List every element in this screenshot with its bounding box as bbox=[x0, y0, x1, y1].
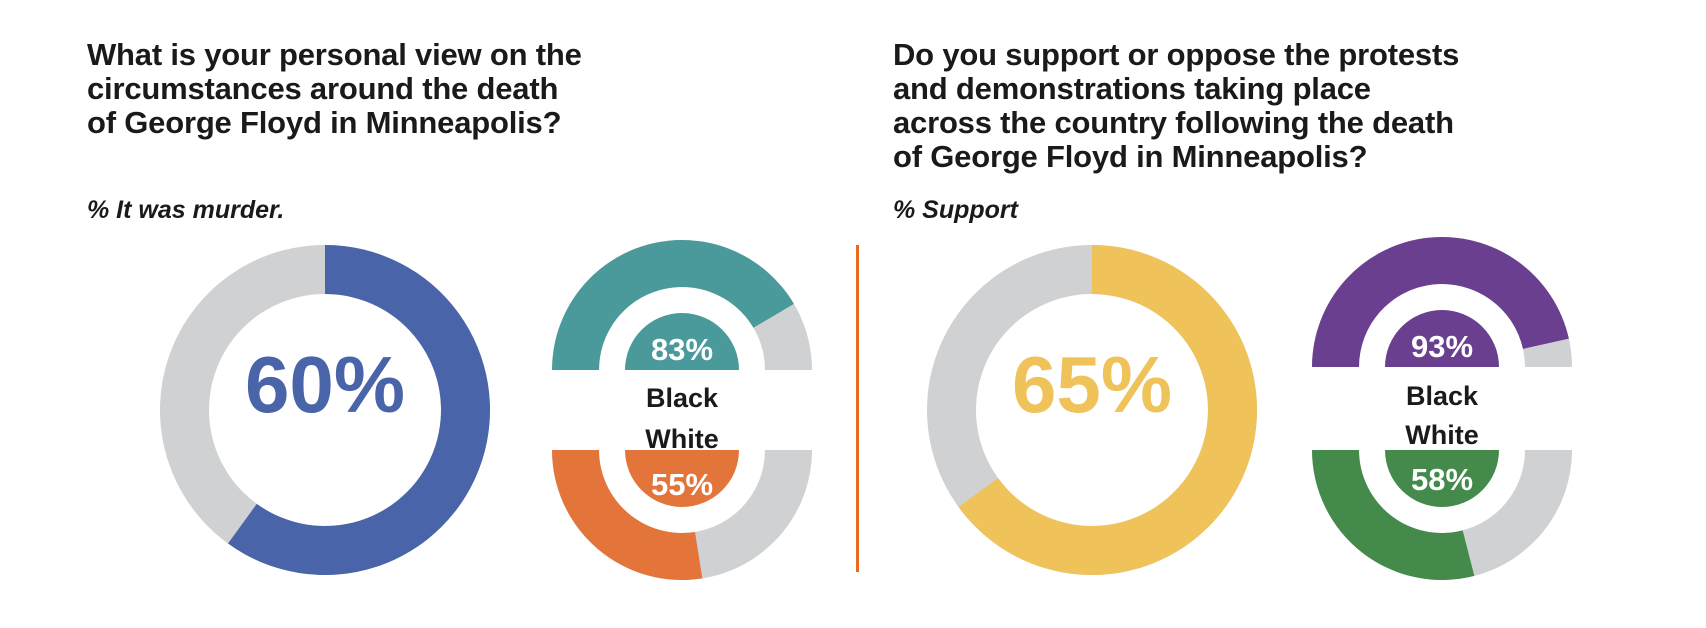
white-half-donut: White 55% bbox=[552, 424, 812, 580]
overall-value-label: 65% bbox=[1012, 340, 1172, 429]
black-label-bubble bbox=[1385, 310, 1499, 367]
white-value-label: 55% bbox=[651, 467, 713, 502]
overall-value-label: 60% bbox=[245, 340, 405, 429]
white-half-donut: White 58% bbox=[1312, 420, 1572, 580]
white-value-arc bbox=[1312, 450, 1475, 580]
white-group-label: White bbox=[1405, 420, 1479, 450]
black-half-donut: 83% Black bbox=[552, 240, 812, 413]
support-question: Do you support or oppose the protests an… bbox=[893, 37, 1460, 174]
support-chart: 65% 93% Black White 58% bbox=[927, 236, 1572, 580]
black-group-label: Black bbox=[1406, 381, 1479, 411]
black-label-bubble bbox=[625, 313, 739, 370]
white-label-bubble bbox=[1385, 450, 1499, 507]
black-value-label: 93% bbox=[1411, 329, 1473, 364]
black-value-arc bbox=[552, 240, 794, 370]
black-half-donut: 93% Black bbox=[1312, 236, 1572, 411]
black-group-label: Black bbox=[646, 383, 719, 413]
panel-divider bbox=[856, 245, 859, 572]
support-subtitle: % Support bbox=[893, 196, 1018, 224]
murder-panel: What is your personal view on the circum… bbox=[0, 0, 850, 628]
white-group-label: White bbox=[645, 424, 719, 454]
overall-donut: 60% bbox=[159, 244, 491, 576]
overall-value-arc bbox=[228, 245, 491, 575]
murder-chart: 60% 83% Black White 55% bbox=[159, 240, 812, 580]
white-label-bubble bbox=[625, 450, 739, 507]
white-value-label: 58% bbox=[1411, 462, 1473, 497]
murder-question: What is your personal view on the circum… bbox=[87, 37, 582, 140]
murder-subtitle: % It was murder. bbox=[87, 196, 285, 224]
black-value-label: 83% bbox=[651, 332, 713, 367]
overall-value-arc bbox=[958, 245, 1257, 575]
support-panel: Do you support or oppose the protests an… bbox=[800, 0, 1706, 628]
black-value-arc bbox=[1312, 236, 1569, 367]
white-value-arc bbox=[552, 450, 703, 580]
overall-donut: 65% bbox=[927, 245, 1257, 575]
